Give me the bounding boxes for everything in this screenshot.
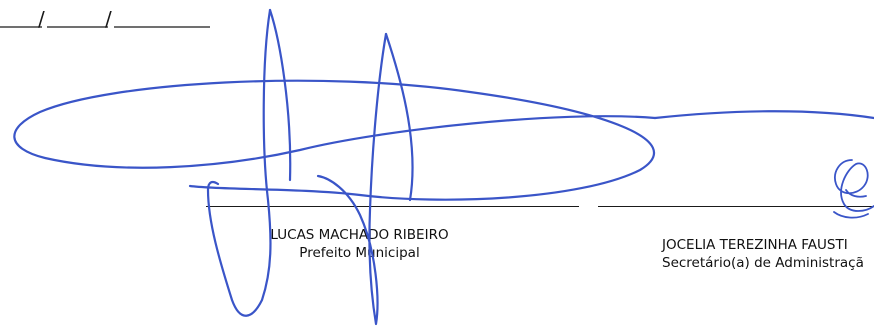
date-field: / / [0, 7, 210, 31]
signature-mayor-stroke-2 [268, 8, 292, 182]
signer-name: LUCAS MACHADO RIBEIRO [270, 227, 449, 243]
date-separator-1: / [38, 7, 45, 31]
signer-block-secretary: JOCELIA TEREZINHA FAUSTI Secretário(a) d… [630, 236, 874, 272]
signature-line-left [206, 206, 579, 207]
signer-name: JOCELIA TEREZINHA FAUSTI [662, 237, 848, 253]
signature-mayor-stroke-1 [206, 8, 272, 317]
signature-mayor-stroke-4 [384, 32, 414, 202]
signature-secretary [833, 159, 874, 219]
signer-role: Secretário(a) de Administraçã [662, 255, 864, 271]
date-separator-2: / [105, 7, 112, 31]
signer-block-mayor: LUCAS MACHADO RIBEIRO Prefeito Municipal [262, 226, 457, 262]
signature-mayor-tail [653, 110, 874, 120]
signature-mayor-loop [13, 79, 657, 201]
signature-mayor-stroke-3 [316, 32, 388, 326]
signer-role: Prefeito Municipal [299, 245, 420, 261]
signature-line-right [598, 206, 874, 207]
